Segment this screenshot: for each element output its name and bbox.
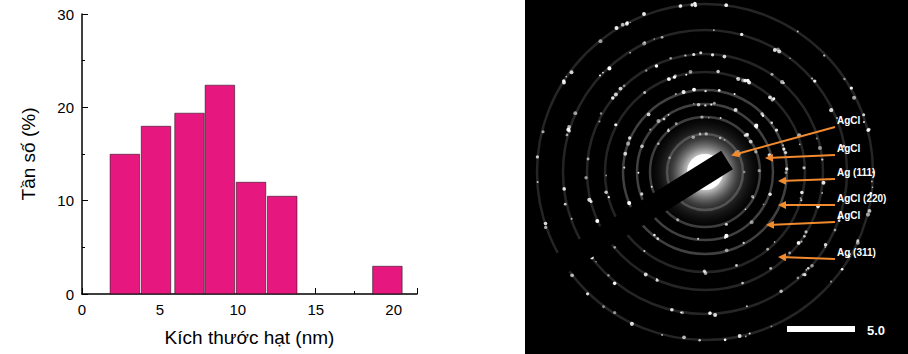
svg-text:0: 0	[78, 301, 86, 318]
svg-text:AgCl: AgCl	[837, 143, 861, 154]
svg-text:5: 5	[156, 301, 164, 318]
svg-text:20: 20	[57, 99, 74, 116]
svg-text:Ag (311): Ag (311)	[837, 247, 876, 258]
svg-text:Ag (111): Ag (111)	[837, 167, 875, 178]
svg-text:20: 20	[385, 301, 402, 318]
svg-text:10: 10	[229, 301, 246, 318]
svg-text:0: 0	[66, 286, 74, 303]
svg-text:Tần số (%): Tần số (%)	[18, 108, 39, 201]
svg-text:5.0: 5.0	[867, 323, 885, 338]
svg-text:AgCl: AgCl	[837, 115, 861, 126]
svg-text:AgCl (220): AgCl (220)	[837, 193, 886, 204]
svg-text:15: 15	[307, 301, 324, 318]
svg-text:30: 30	[57, 6, 74, 23]
svg-text:10: 10	[57, 192, 74, 209]
svg-text:Kích thước hạt (nm): Kích thước hạt (nm)	[165, 327, 335, 348]
svg-text:AgCl: AgCl	[837, 210, 861, 221]
